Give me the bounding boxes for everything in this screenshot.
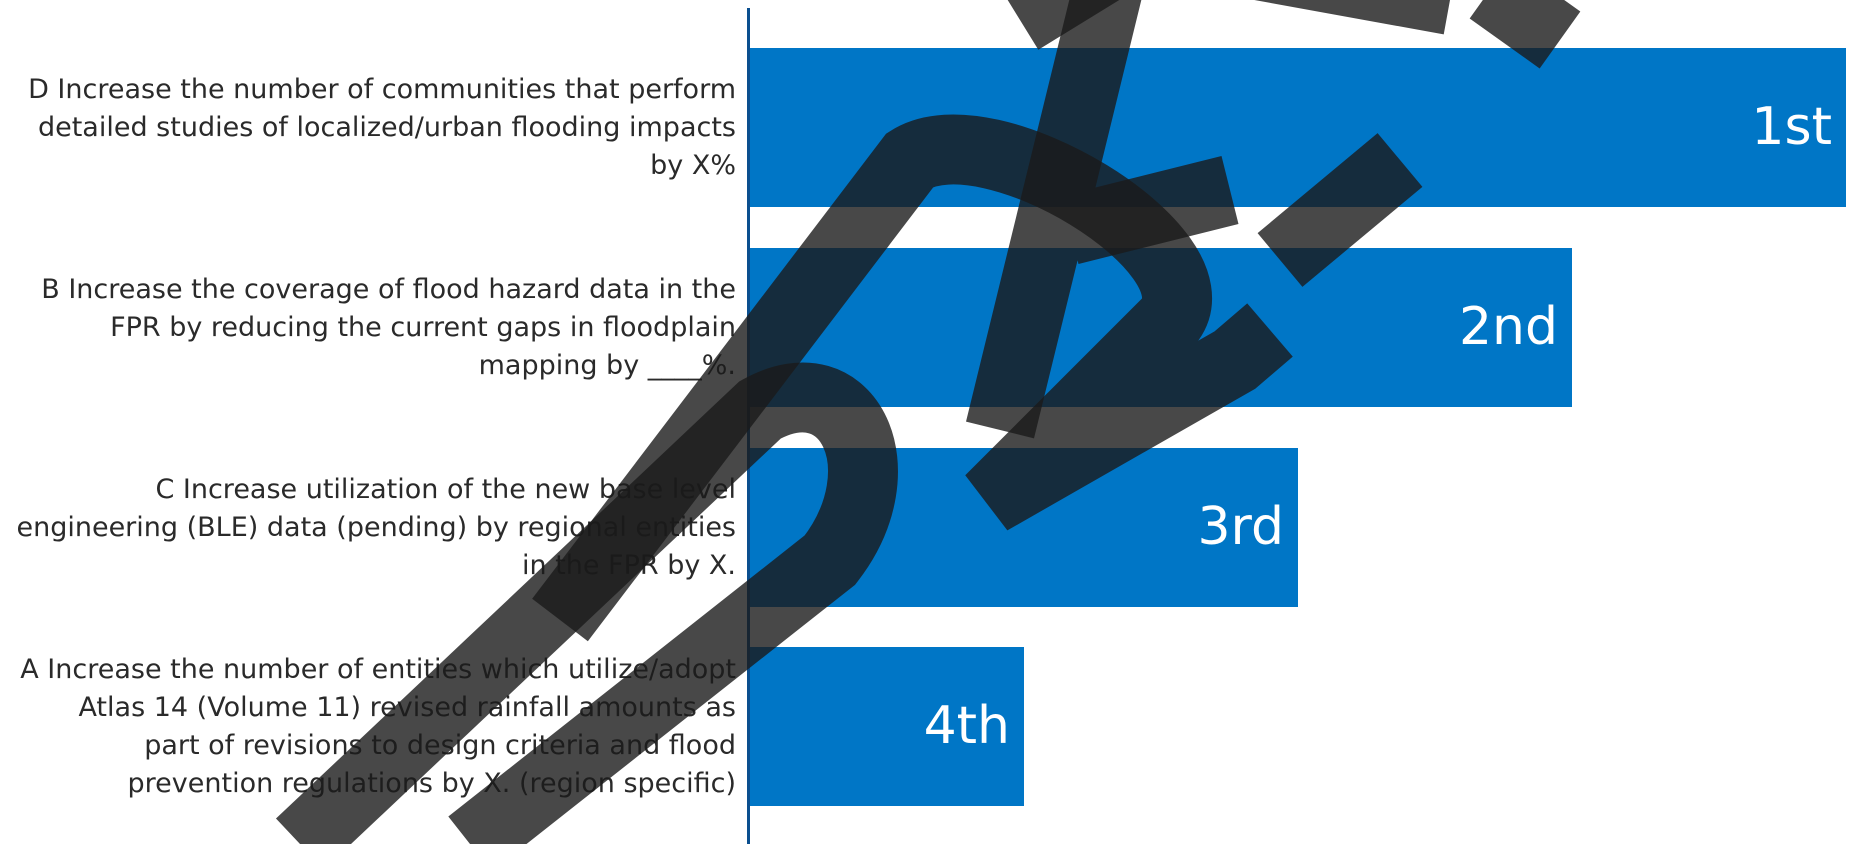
category-label-4: A Increase the number of entities which … (0, 651, 736, 803)
bar-data-label-2: 2nd (1458, 297, 1558, 357)
category-label-line: A Increase the number of entities which … (20, 653, 736, 685)
category-label-line: in the FPR by X. (521, 549, 736, 581)
category-label-line: detailed studies of localized/urban floo… (37, 111, 736, 143)
bar-data-label-1: 1st (1751, 97, 1832, 157)
category-label-2: B Increase the coverage of flood hazard … (0, 271, 736, 385)
category-label-line: part of revisions to design criteria and… (144, 729, 736, 761)
category-label-line: B Increase the coverage of flood hazard … (41, 273, 736, 305)
category-label-line: Atlas 14 (Volume 11) revised rainfall am… (78, 691, 736, 723)
category-label-line: FPR by reducing the current gaps in floo… (110, 311, 736, 343)
category-label-line: engineering (BLE) data (pending) by regi… (16, 511, 736, 543)
category-label-1: D Increase the number of communities tha… (0, 71, 736, 185)
bar-data-label-3: 3rd (1197, 497, 1284, 557)
category-label-line: by X% (650, 149, 736, 181)
category-label-line: mapping by ____%. (478, 349, 736, 381)
bar-data-label-4: 4th (923, 696, 1010, 756)
category-label-line: prevention regulations by X. (region spe… (127, 767, 736, 799)
category-label-3: C Increase utilization of the new base l… (0, 471, 736, 585)
category-label-line: C Increase utilization of the new base l… (155, 473, 736, 505)
category-label-line: D Increase the number of communities tha… (28, 73, 736, 105)
